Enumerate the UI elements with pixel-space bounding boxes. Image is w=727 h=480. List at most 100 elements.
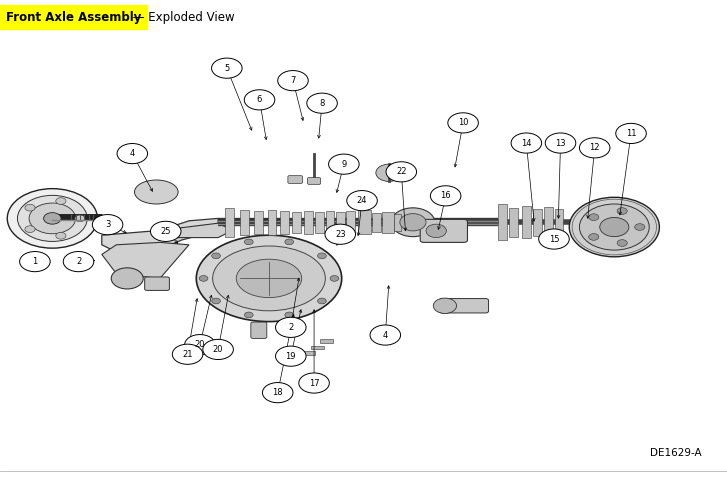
Text: 24: 24 [357,196,367,205]
Text: 6: 6 [257,96,262,104]
Circle shape [17,195,87,241]
Circle shape [278,71,308,91]
Text: 23: 23 [335,230,345,239]
Text: 4: 4 [382,331,388,339]
Circle shape [25,226,35,232]
FancyBboxPatch shape [145,277,169,290]
Text: 21: 21 [182,350,193,359]
Text: 11: 11 [626,129,636,138]
Text: Front Axle Assembly: Front Axle Assembly [6,11,141,24]
Bar [394,214,401,231]
Circle shape [285,312,294,318]
Bar [268,210,276,235]
Circle shape [212,298,220,304]
FancyBboxPatch shape [439,299,489,313]
Bar [522,206,531,238]
Bar [302,351,315,355]
Circle shape [318,253,326,259]
Text: 1: 1 [32,257,38,266]
Circle shape [276,317,306,337]
Circle shape [433,298,457,313]
Circle shape [75,215,85,222]
Text: 25: 25 [161,227,171,236]
Text: 19: 19 [286,352,296,360]
Circle shape [430,186,461,206]
Circle shape [262,383,293,403]
Circle shape [376,164,402,181]
Circle shape [329,154,359,174]
Circle shape [426,224,446,238]
Circle shape [44,213,61,224]
Bar [254,211,263,234]
Circle shape [589,234,599,240]
Bar [240,210,249,235]
Circle shape [185,335,215,355]
Text: 3: 3 [105,220,111,229]
Circle shape [579,138,610,158]
Text: 14: 14 [521,139,531,147]
Text: 18: 18 [273,388,283,397]
Circle shape [330,276,339,281]
Text: 20: 20 [213,345,223,354]
Text: 8: 8 [319,99,325,108]
Text: 7: 7 [290,76,296,85]
Text: 15: 15 [549,235,559,243]
Text: 9: 9 [341,160,347,168]
Circle shape [400,214,426,231]
Bar [304,211,313,234]
Bar [544,207,553,238]
Circle shape [579,204,649,250]
Circle shape [370,325,401,345]
Circle shape [212,253,220,259]
Bar [336,212,345,233]
Bar [382,212,394,233]
Text: 16: 16 [441,192,451,200]
Circle shape [276,346,306,366]
Circle shape [391,208,435,237]
Polygon shape [102,218,218,259]
FancyBboxPatch shape [308,178,321,184]
Circle shape [244,90,275,110]
Ellipse shape [212,246,325,311]
Circle shape [539,229,569,249]
Bar [498,204,507,240]
Circle shape [117,144,148,164]
Bar [372,213,381,232]
Circle shape [299,373,329,393]
Bar [225,208,234,237]
Circle shape [172,344,203,364]
Circle shape [285,239,294,245]
Circle shape [25,204,35,211]
Ellipse shape [196,235,342,322]
Bar [346,211,355,234]
Circle shape [29,203,76,234]
Circle shape [150,221,181,241]
Circle shape [7,189,97,248]
Bar [326,211,334,234]
Text: 20: 20 [195,340,205,349]
Text: 10: 10 [458,119,468,127]
Bar [533,209,542,236]
Text: 17: 17 [309,379,319,387]
Bar [509,208,518,237]
Text: 13: 13 [555,139,566,147]
Circle shape [318,298,326,304]
Circle shape [600,217,629,237]
Circle shape [92,215,123,235]
Circle shape [386,162,417,182]
Ellipse shape [134,180,178,204]
Circle shape [589,214,599,220]
Circle shape [569,197,659,257]
Polygon shape [102,242,189,278]
Circle shape [20,252,50,272]
Text: 22: 22 [396,168,406,176]
Polygon shape [160,223,233,238]
Circle shape [63,252,94,272]
Ellipse shape [236,259,302,298]
Circle shape [203,339,233,360]
Text: — Exploded View: — Exploded View [129,11,235,24]
Circle shape [244,312,253,318]
Circle shape [347,191,377,211]
Circle shape [111,268,143,289]
FancyBboxPatch shape [251,322,267,338]
